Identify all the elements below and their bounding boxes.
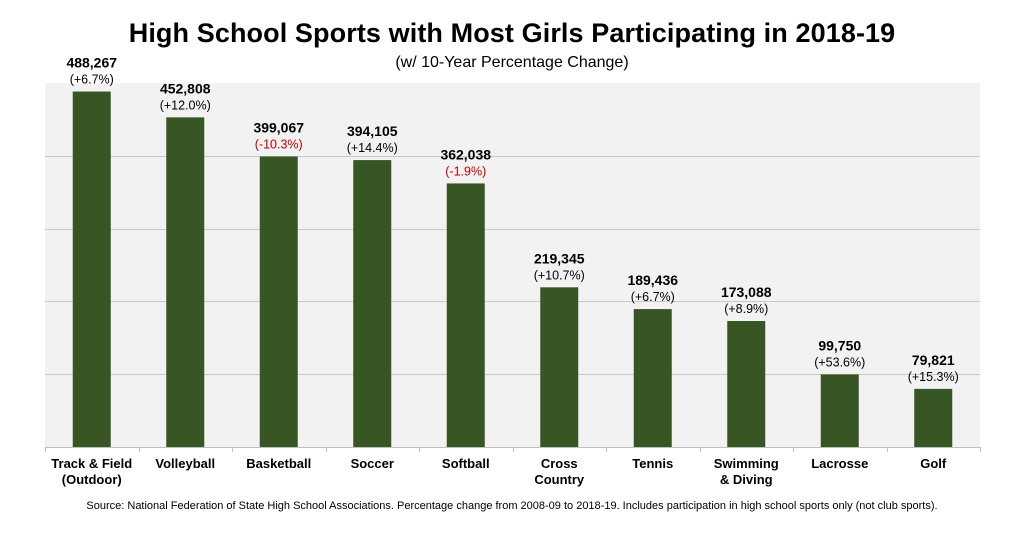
x-tick-label: Soccer (351, 456, 394, 471)
data-label-pct-change: (-10.3%) (255, 137, 303, 151)
data-label-pct-change: (+14.4%) (347, 141, 398, 155)
data-label-pct-change: (+6.7%) (631, 290, 675, 304)
data-label-pct-change: (+15.3%) (908, 370, 959, 384)
data-label-value: 488,267 (66, 55, 117, 71)
x-tick-label: Swimming (714, 456, 779, 471)
x-tick-label: Track & Field (51, 456, 132, 471)
x-tick-label: (Outdoor) (62, 472, 122, 487)
data-label-pct-change: (+53.6%) (814, 355, 865, 369)
data-label-value: 362,038 (440, 146, 491, 162)
bar (446, 183, 485, 447)
data-label-pct-change: (+8.9%) (724, 302, 768, 316)
bar (633, 309, 672, 447)
x-tick-label: Softball (442, 456, 490, 471)
data-label-pct-change: (-1.9%) (445, 164, 486, 178)
data-label-pct-change: (+10.7%) (534, 268, 585, 282)
bar (914, 388, 953, 447)
bar (166, 117, 205, 447)
chart-subtitle: (w/ 10-Year Percentage Change) (395, 54, 629, 71)
x-tick-label: & Diving (720, 472, 773, 487)
bar (259, 156, 298, 447)
data-label-value: 219,345 (534, 250, 585, 266)
bar (540, 287, 579, 447)
x-tick-label: Lacrosse (811, 456, 868, 471)
data-label-value: 399,067 (253, 119, 304, 135)
data-label-value: 99,750 (818, 337, 861, 353)
x-tick-label: Golf (920, 456, 947, 471)
data-label-value: 394,105 (347, 123, 398, 139)
x-tick-label: Tennis (632, 456, 673, 471)
bar (72, 91, 111, 447)
x-tick-label: Basketball (246, 456, 311, 471)
x-tick-label: Volleyball (155, 456, 215, 471)
x-tick-label: Cross (541, 456, 578, 471)
chart-title: High School Sports with Most Girls Parti… (128, 18, 896, 48)
data-label-value: 189,436 (627, 272, 678, 288)
data-label-pct-change: (+6.7%) (70, 73, 114, 87)
data-label-value: 173,088 (721, 284, 772, 300)
data-label-value: 452,808 (160, 80, 211, 96)
data-label-pct-change: (+12.0%) (160, 98, 211, 112)
x-tick-label: Country (534, 472, 585, 487)
bar (727, 320, 766, 447)
data-label-value: 79,821 (912, 352, 955, 368)
source-note: Source: National Federation of State Hig… (86, 500, 938, 512)
bar (353, 160, 392, 447)
bar (820, 374, 859, 447)
